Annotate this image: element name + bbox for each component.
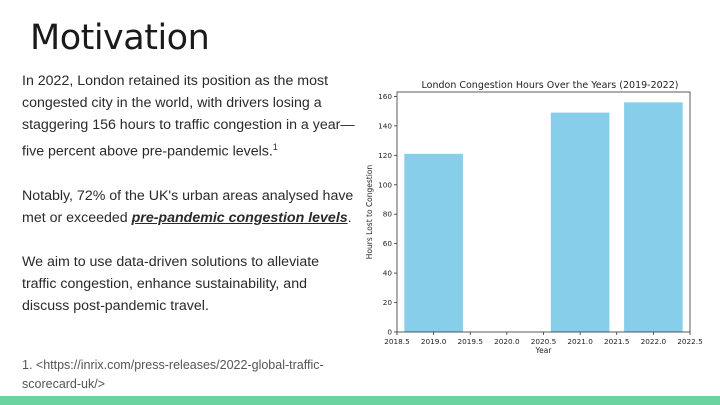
congestion-chart: London Congestion Hours Over the Years (… [365, 80, 703, 355]
footnote-reference: 1 [272, 142, 278, 152]
y-tick-label: 120 [378, 151, 392, 160]
paragraph-2: Notably, 72% of the UK's urban areas ana… [22, 185, 357, 229]
x-tick-label: 2022.5 [677, 337, 703, 346]
y-tick-label: 100 [378, 180, 392, 189]
bar-2021 [550, 112, 610, 332]
paragraph-1-text: In 2022, London retained its position as… [22, 73, 355, 160]
chart-x-label: Year [535, 346, 553, 355]
x-tick-label: 2021.5 [604, 337, 630, 346]
bar-2022 [624, 102, 683, 332]
x-tick-label: 2020.0 [494, 337, 520, 346]
body-text: In 2022, London retained its position as… [22, 70, 357, 339]
paragraph-2-text: Notably, 72% of the UK's urban areas ana… [22, 187, 354, 226]
paragraph-1: In 2022, London retained its position as… [22, 70, 357, 163]
x-tick-label: 2020.5 [531, 337, 557, 346]
bar-2019 [404, 153, 463, 332]
paragraph-3: We aim to use data-driven solutions to a… [22, 253, 320, 314]
slide-title: Motivation [30, 18, 210, 58]
x-tick-label: 2022.0 [641, 337, 667, 346]
footnote: 1. <https://inrix.com/press-releases/202… [22, 358, 324, 391]
x-tick-label: 2021.0 [567, 337, 593, 346]
y-tick-label: 0 [387, 328, 392, 337]
chart-y-label: Hours Lost to Congestion [365, 165, 374, 260]
x-tick-label: 2019.0 [421, 337, 447, 346]
y-tick-label: 140 [378, 121, 392, 130]
accent-bar [0, 396, 720, 405]
chart-title: London Congestion Hours Over the Years (… [422, 80, 679, 91]
y-tick-label: 80 [383, 210, 393, 219]
paragraph-2-emphasis: pre-pandemic congestion levels [131, 209, 348, 226]
y-tick-label: 20 [383, 298, 393, 307]
y-tick-label: 60 [383, 239, 393, 248]
y-tick-label: 40 [383, 269, 393, 278]
paragraph-2-end: . [347, 209, 352, 226]
x-tick-label: 2018.5 [384, 337, 410, 346]
y-tick-label: 160 [378, 92, 392, 101]
x-tick-label: 2019.5 [457, 337, 483, 346]
